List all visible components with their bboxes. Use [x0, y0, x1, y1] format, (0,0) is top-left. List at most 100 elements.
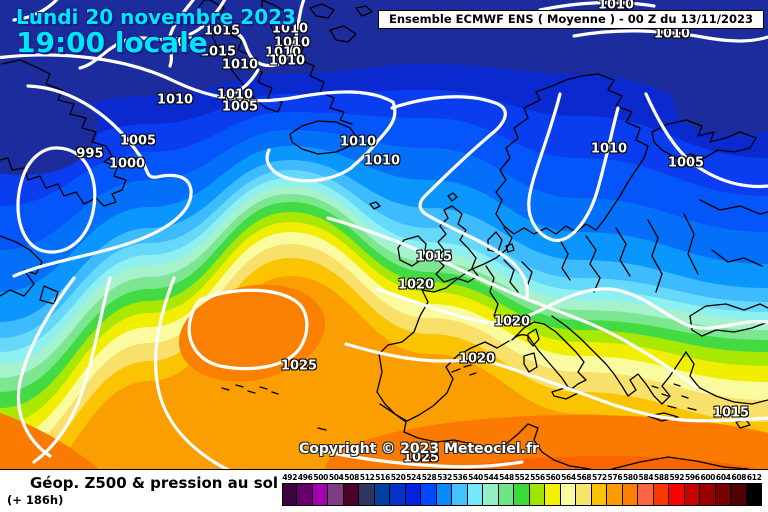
legend-tick-label: 568 — [576, 473, 592, 482]
coastline-path — [379, 403, 591, 469]
isobar-label: 1015 — [712, 405, 750, 421]
isobar-label: 1010 — [216, 87, 254, 103]
legend-tick-label: 512 — [359, 473, 375, 482]
legend-color-cell — [466, 483, 484, 506]
legend-tick-label: 536 — [452, 473, 468, 482]
coastline-path — [485, 265, 499, 317]
coastline-path — [487, 231, 503, 253]
legend-tick-label: 588 — [653, 473, 669, 482]
isobar-contour-line — [12, 84, 193, 278]
coastline-path — [527, 328, 540, 347]
isobar-contour-line — [326, 450, 524, 469]
legend-item: 612 — [745, 473, 763, 506]
isobar-label: 1020 — [493, 314, 531, 330]
copyright-text: Copyright © 2023 Meteociel.fr — [299, 441, 539, 457]
legend-color-cell — [745, 483, 763, 506]
legend-color-cell — [652, 483, 670, 506]
legend-item: 604 — [714, 473, 732, 506]
isobar-label: 1010 — [653, 26, 691, 42]
legend-item: 504 — [327, 473, 344, 506]
coastline-path — [711, 249, 763, 267]
coastline-path — [585, 235, 601, 293]
legend-tick-label: 560 — [545, 473, 561, 482]
isobar-label: 1010 — [221, 57, 259, 73]
legend-item: 496 — [296, 473, 313, 506]
legend-tick-label: 528 — [421, 473, 437, 482]
isobar-label: 1000 — [108, 156, 146, 172]
legend-color-cell — [311, 483, 329, 506]
coastline-path — [299, 59, 353, 125]
coastlines — [0, 0, 768, 469]
isobar-label: 1015 — [199, 44, 237, 60]
legend-item: 520 — [389, 473, 406, 506]
legend-item: 540 — [466, 473, 484, 506]
legend-item: 492 — [282, 473, 298, 506]
legend-item: 564 — [559, 473, 577, 506]
pressure-center-blob — [325, 415, 768, 469]
legend-color-cell — [404, 483, 422, 506]
legend-color-cell — [528, 483, 546, 506]
legend-item: 532 — [435, 473, 453, 506]
isobar-label: 1005 — [221, 99, 259, 115]
coastline-path — [647, 412, 679, 422]
isobar-label: 1010 — [339, 134, 377, 150]
isobar-contour-line — [236, 0, 306, 68]
coastline-path — [685, 351, 701, 389]
isobar-contour-line — [224, 68, 260, 98]
legend-color-cell — [497, 483, 515, 506]
legend-tick-label: 544 — [483, 473, 499, 482]
pressure-center-blob — [673, 20, 768, 136]
coastline-path — [651, 383, 697, 411]
coastline-path — [451, 364, 477, 376]
legend-color-cell — [590, 483, 608, 506]
isobar-contour-line — [644, 92, 768, 189]
coastline-path — [317, 427, 327, 431]
legend-color-cell — [342, 483, 360, 506]
isobar-label: 1015 — [415, 249, 453, 265]
legend-item: 500 — [311, 473, 329, 506]
coastline-path — [0, 235, 43, 297]
coastline-path — [689, 303, 768, 317]
legend-item: 588 — [652, 473, 670, 506]
pressure-isobars — [0, 0, 768, 469]
legend-tick-label: 492 — [282, 473, 298, 482]
isobar-contour-line — [167, 0, 196, 68]
legend-tick-label: 532 — [437, 473, 452, 482]
coastline-path — [369, 201, 381, 210]
forecast-date: Lundi 20 novembre 2023 — [16, 5, 296, 29]
legend-item: 600 — [699, 473, 716, 506]
legend-color-cell — [282, 483, 298, 506]
isobar-contour-line — [326, 216, 699, 390]
coastline-path — [447, 192, 458, 202]
legend-color-cell — [373, 483, 391, 506]
legend-item: 568 — [575, 473, 592, 506]
coastline-path — [523, 352, 538, 373]
legend-color-cell — [699, 483, 716, 506]
legend-item: 516 — [373, 473, 391, 506]
isobar-label: 1005 — [119, 133, 157, 149]
coastline-path — [651, 119, 757, 159]
isobar-contour-line — [538, 0, 656, 12]
weather-map — [0, 0, 768, 469]
coastline-path — [0, 59, 127, 207]
legend-item: 556 — [528, 473, 546, 506]
legend-color-cell — [544, 483, 561, 506]
isobar-label: 1010 — [264, 45, 302, 61]
forecast-time: 19:00 locale — [16, 26, 208, 59]
coastline-path — [511, 321, 587, 391]
legend-tick-label: 508 — [344, 473, 360, 482]
isobar-label: 1010 — [271, 21, 309, 37]
coastline-path — [309, 3, 335, 19]
legend-color-cell — [513, 483, 530, 506]
legend-tick-label: 596 — [684, 473, 700, 482]
coastline-path — [683, 213, 699, 275]
isobar-label: 1005 — [667, 155, 705, 171]
coastline-path — [329, 25, 357, 43]
legend-item: 580 — [621, 473, 639, 506]
legend-tick-label: 520 — [390, 473, 406, 482]
forecast-offset: (+ 186h) — [7, 493, 64, 507]
legend-tick-label: 576 — [607, 473, 623, 482]
isobar-label: 1015 — [167, 35, 205, 51]
legend-color-cell — [575, 483, 592, 506]
coastline-path — [197, 0, 283, 113]
